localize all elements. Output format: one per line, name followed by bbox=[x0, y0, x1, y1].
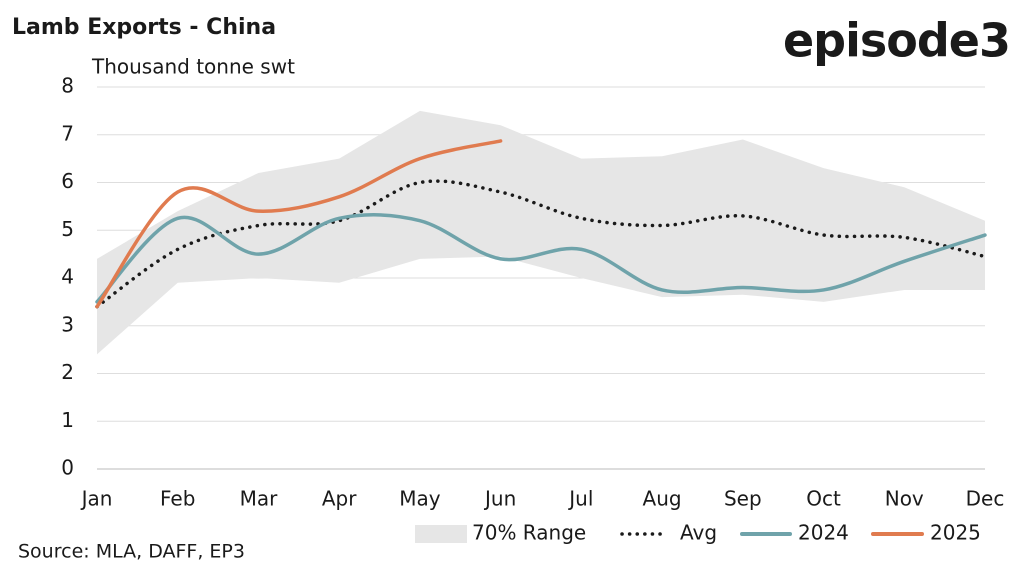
source: Source: MLA, DAFF, EP3 bbox=[18, 541, 245, 563]
series-line bbox=[95, 213, 987, 304]
legend-label: 70% Range bbox=[472, 521, 586, 545]
series-line bbox=[95, 139, 503, 309]
x-tick-label: Sep bbox=[724, 487, 762, 511]
y-tick-label: 7 bbox=[61, 121, 74, 145]
y-tick-label: 0 bbox=[61, 456, 74, 480]
x-tick-label: Feb bbox=[160, 487, 195, 511]
y-tick-label: 4 bbox=[61, 265, 74, 289]
x-tick-label: Nov bbox=[885, 487, 924, 511]
x-tick-label: Jul bbox=[567, 487, 593, 511]
legend-label: 2024 bbox=[798, 521, 849, 545]
x-tick-label: May bbox=[399, 487, 441, 511]
y-tick-label: 1 bbox=[61, 408, 74, 432]
y-tick-label: 6 bbox=[61, 169, 74, 193]
x-tick-label: Jan bbox=[80, 487, 113, 511]
y-tick-label: 8 bbox=[61, 74, 74, 98]
legend-label: Avg bbox=[680, 521, 717, 545]
x-tick-label: Oct bbox=[806, 487, 841, 511]
x-tick-label: Jun bbox=[483, 487, 516, 511]
y-tick-label: 5 bbox=[61, 217, 74, 241]
range-area bbox=[97, 110, 985, 355]
y-tick-label: 2 bbox=[61, 360, 74, 384]
logo: episode3 bbox=[783, 14, 1010, 68]
legend-swatch bbox=[415, 525, 467, 543]
avg-line bbox=[95, 179, 987, 309]
x-tick-label: Apr bbox=[322, 487, 357, 511]
y-axis-label: Thousand tonne swt bbox=[91, 55, 295, 79]
x-tick-label: Mar bbox=[240, 487, 279, 511]
chart-title: Lamb Exports - China bbox=[12, 15, 276, 40]
legend-label: 2025 bbox=[930, 521, 981, 545]
y-tick-label: 3 bbox=[61, 312, 74, 336]
x-tick-label: Dec bbox=[966, 487, 1005, 511]
x-tick-label: Aug bbox=[643, 487, 682, 511]
